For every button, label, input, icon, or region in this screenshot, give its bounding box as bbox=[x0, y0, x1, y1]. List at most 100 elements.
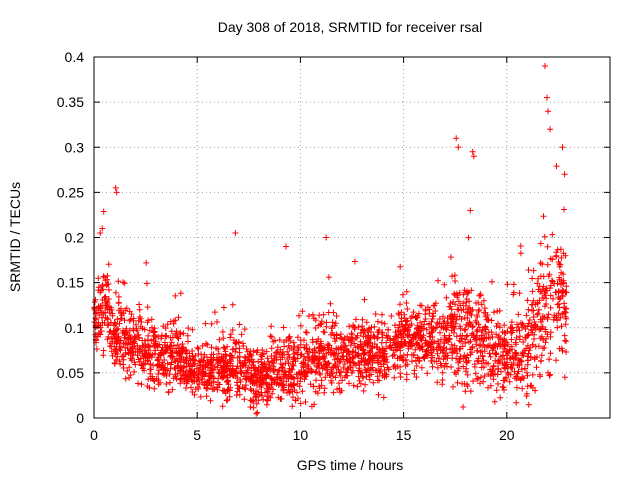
data-point bbox=[341, 361, 348, 367]
data-point bbox=[312, 317, 319, 324]
data-point bbox=[400, 357, 407, 364]
data-point bbox=[351, 340, 358, 347]
data-point bbox=[173, 328, 180, 335]
data-point bbox=[500, 384, 507, 391]
data-point bbox=[186, 363, 193, 370]
data-point bbox=[516, 336, 523, 343]
data-point bbox=[330, 389, 337, 396]
data-point bbox=[93, 346, 100, 353]
data-point bbox=[285, 351, 292, 358]
data-point bbox=[513, 373, 520, 380]
data-point bbox=[400, 334, 407, 341]
data-point bbox=[542, 292, 549, 299]
data-point bbox=[183, 354, 190, 361]
data-point bbox=[519, 385, 526, 392]
data-point bbox=[265, 358, 272, 365]
data-point bbox=[373, 352, 380, 359]
data-point bbox=[126, 308, 133, 315]
data-point bbox=[553, 163, 560, 170]
data-point bbox=[478, 301, 485, 308]
data-point bbox=[424, 370, 431, 377]
data-point bbox=[285, 334, 292, 341]
data-point bbox=[385, 326, 391, 333]
data-point bbox=[341, 342, 348, 349]
data-point bbox=[227, 334, 234, 341]
data-point bbox=[253, 400, 260, 407]
data-point bbox=[469, 306, 476, 313]
data-point bbox=[547, 282, 554, 289]
data-point bbox=[270, 377, 277, 384]
data-point bbox=[557, 295, 564, 302]
y-tick-label: 0.3 bbox=[65, 139, 85, 155]
data-point bbox=[224, 396, 231, 403]
data-point bbox=[162, 325, 169, 332]
data-point bbox=[493, 323, 500, 330]
data-point bbox=[361, 362, 368, 368]
data-point bbox=[288, 345, 295, 351]
data-point bbox=[439, 369, 446, 376]
data-point bbox=[111, 360, 118, 366]
data-point bbox=[499, 352, 506, 359]
data-point bbox=[465, 234, 472, 241]
data-point bbox=[562, 337, 568, 344]
data-point bbox=[366, 376, 373, 383]
data-point bbox=[253, 374, 260, 381]
data-point bbox=[188, 384, 194, 391]
data-point bbox=[327, 351, 334, 358]
data-point bbox=[122, 344, 129, 351]
data-point bbox=[555, 301, 562, 307]
data-point bbox=[419, 346, 426, 353]
data-point bbox=[470, 323, 476, 330]
data-point bbox=[410, 352, 417, 359]
data-point bbox=[144, 319, 151, 326]
data-point bbox=[373, 344, 380, 351]
data-point bbox=[480, 357, 487, 364]
data-point bbox=[547, 292, 554, 299]
data-point bbox=[309, 311, 316, 318]
data-point bbox=[339, 353, 346, 360]
data-point bbox=[545, 369, 551, 376]
data-point bbox=[223, 397, 230, 404]
data-point bbox=[452, 278, 459, 284]
data-point bbox=[325, 274, 332, 281]
data-point bbox=[168, 339, 175, 346]
data-point bbox=[100, 208, 107, 215]
data-point bbox=[420, 354, 427, 361]
data-point bbox=[112, 289, 119, 296]
data-point bbox=[462, 326, 469, 333]
data-point bbox=[487, 366, 494, 373]
data-point bbox=[149, 375, 156, 382]
data-point bbox=[385, 366, 392, 373]
data-point bbox=[151, 329, 157, 336]
data-point bbox=[164, 347, 171, 354]
y-tick-label: 0.4 bbox=[65, 49, 85, 65]
data-point bbox=[299, 308, 306, 315]
data-point bbox=[147, 366, 154, 373]
data-point bbox=[435, 277, 441, 284]
data-point bbox=[139, 325, 146, 332]
data-point bbox=[220, 344, 227, 351]
data-point bbox=[416, 342, 423, 349]
data-point bbox=[447, 303, 454, 310]
data-point bbox=[514, 321, 520, 328]
data-point bbox=[453, 316, 460, 323]
data-point bbox=[119, 353, 125, 360]
data-point bbox=[162, 367, 169, 374]
data-point bbox=[440, 320, 447, 326]
data-point bbox=[169, 334, 176, 341]
data-point bbox=[263, 401, 270, 408]
data-point bbox=[164, 360, 171, 367]
data-point bbox=[364, 342, 371, 349]
data-point bbox=[106, 329, 113, 335]
data-point bbox=[151, 325, 158, 332]
data-point bbox=[265, 385, 272, 392]
data-point bbox=[398, 315, 405, 322]
data-point bbox=[449, 312, 456, 319]
data-point bbox=[348, 369, 355, 376]
data-point bbox=[442, 350, 449, 357]
data-point bbox=[229, 327, 236, 333]
data-point bbox=[208, 344, 215, 351]
x-tick-label: 10 bbox=[293, 427, 309, 443]
data-point bbox=[279, 364, 286, 371]
data-point bbox=[94, 333, 101, 340]
